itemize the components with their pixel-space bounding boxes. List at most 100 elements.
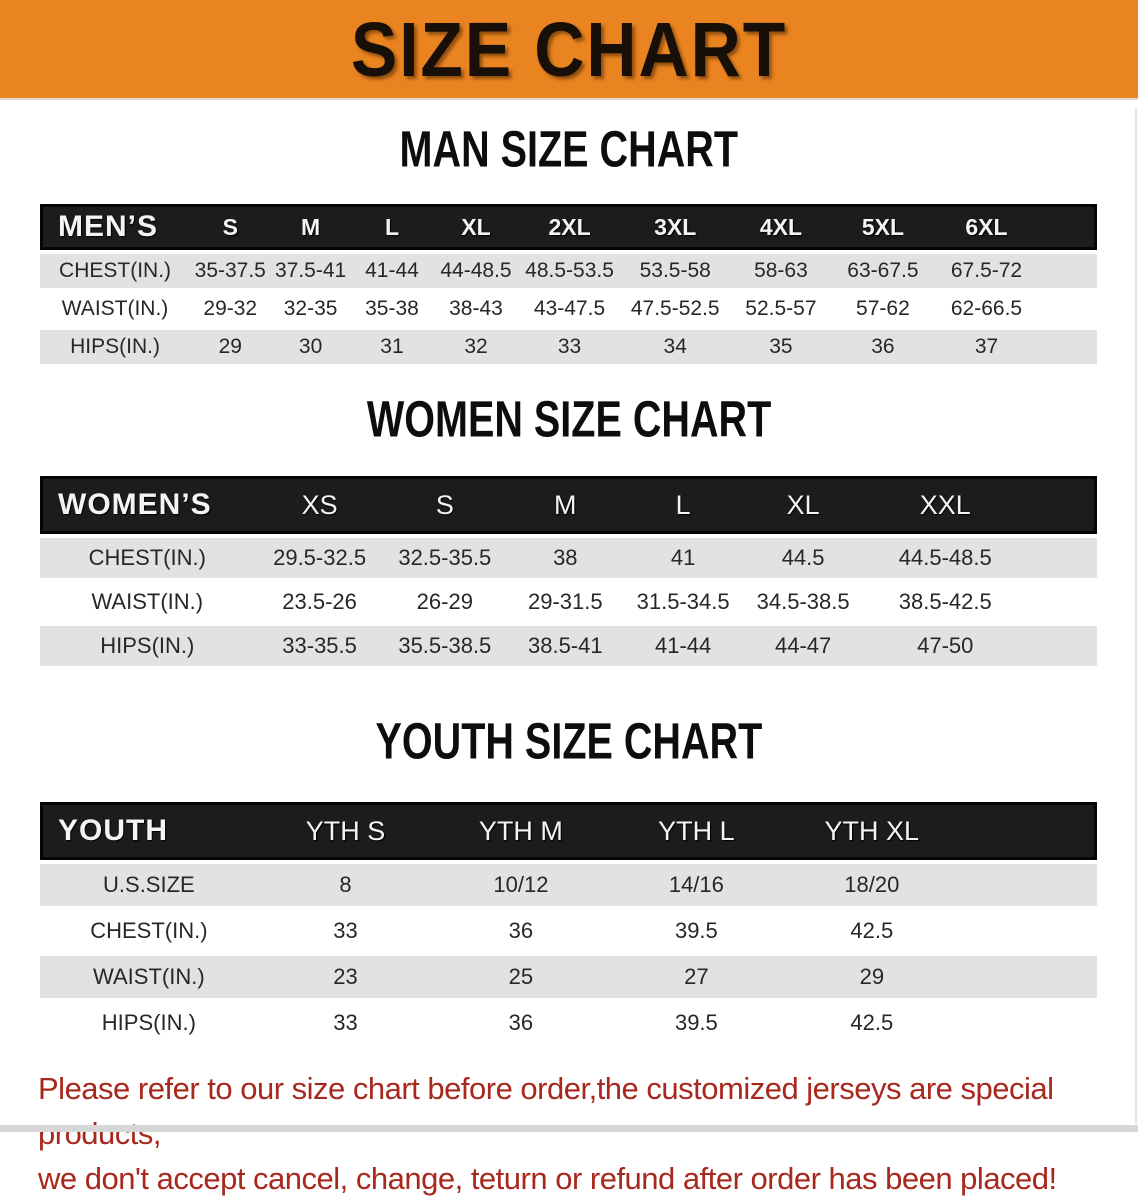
measurement-cell: 58-63	[730, 254, 832, 288]
measurement-cell: 14/16	[608, 864, 785, 906]
size-column-header: YTH S	[257, 802, 434, 860]
size-column-header: 4XL	[730, 204, 832, 250]
measurement-cell: 33	[257, 1002, 434, 1044]
measurement-cell: 37.5-41	[270, 254, 351, 288]
size-column-header: YTH L	[608, 802, 785, 860]
table-row: HIPS(IN.) 33-35.5 35.5-38.5 38.5-41 41-44 44-…	[40, 626, 1097, 666]
row-label-cell: HIPS(IN.)	[40, 1002, 258, 1044]
right-edge-line	[1135, 108, 1137, 1124]
measurement-cell: 36	[831, 330, 935, 364]
row-label-cell: CHEST(IN.)	[40, 538, 255, 578]
measurement-cell: 48.5-53.5	[518, 254, 621, 288]
women-section-heading-text: WOMEN SIZE CHART	[366, 390, 772, 448]
measurement-cell: 67.5-72	[934, 254, 1039, 288]
measurement-cell: 41	[625, 538, 741, 578]
table-title-cell: MEN’S	[40, 204, 191, 250]
measurement-cell: 35-37.5	[190, 254, 271, 288]
cell-filler	[959, 956, 1097, 998]
measurement-cell: 39.5	[608, 1002, 785, 1044]
youth-section-heading-text: YOUTH SIZE CHART	[375, 712, 763, 770]
measurement-cell: 33	[518, 330, 621, 364]
measurement-cell: 26-29	[384, 582, 506, 622]
measurement-cell: 23.5-26	[254, 582, 385, 622]
size-column-header: M	[270, 204, 351, 250]
measurement-cell: 34	[620, 330, 731, 364]
measurement-cell: 42.5	[784, 1002, 960, 1044]
measurement-cell: 31	[350, 330, 434, 364]
measurement-cell: 38	[505, 538, 626, 578]
table-row: HIPS(IN.) 33 36 39.5 42.5	[40, 1002, 1097, 1044]
size-chart-banner: SIZE CHART	[0, 0, 1138, 100]
measurement-cell: 35-38	[350, 292, 434, 326]
size-column-header: XXL	[865, 476, 1026, 534]
measurement-cell: 44-48.5	[433, 254, 519, 288]
measurement-cell: 52.5-57	[730, 292, 832, 326]
banner-title: SIZE CHART	[350, 5, 788, 93]
measurement-cell: 43-47.5	[518, 292, 621, 326]
size-column-header: YTH XL	[784, 802, 960, 860]
measurement-cell: 62-66.5	[934, 292, 1039, 326]
men-section-heading-text: MAN SIZE CHART	[399, 120, 739, 178]
row-label-cell: HIPS(IN.)	[40, 626, 255, 666]
disclaimer-line-1: Please refer to our size chart before or…	[38, 1071, 1054, 1151]
measurement-cell: 38.5-41	[505, 626, 626, 666]
disclaimer-line-2: we don't accept cancel, change, teturn o…	[38, 1161, 1057, 1196]
measurement-cell: 29-31.5	[505, 582, 626, 622]
measurement-cell: 35	[730, 330, 832, 364]
measurement-cell: 31.5-34.5	[625, 582, 741, 622]
table-row: WAIST(IN.) 23.5-26 26-29 29-31.5 31.5-34.5 34…	[40, 582, 1097, 622]
size-column-header: S	[384, 476, 506, 534]
measurement-cell: 53.5-58	[620, 254, 731, 288]
table-row: U.S.SIZE 8 10/12 14/16 18/20	[40, 864, 1097, 906]
cell-filler	[1038, 330, 1097, 364]
measurement-cell: 47-50	[865, 626, 1026, 666]
measurement-cell: 35.5-38.5	[384, 626, 506, 666]
cell-filler	[1038, 292, 1097, 326]
measurement-cell: 33-35.5	[254, 626, 385, 666]
table-header-row: YOUTH YTH S YTH M YTH L YTH XL	[40, 802, 1097, 860]
measurement-cell: 33	[257, 910, 434, 952]
youth-section-heading: YOUTH SIZE CHART	[0, 712, 1138, 778]
table-row: WAIST(IN.) 23 25 27 29	[40, 956, 1097, 998]
measurement-cell: 44.5	[740, 538, 866, 578]
measurement-cell: 44-47	[740, 626, 866, 666]
measurement-cell: 29-32	[190, 292, 271, 326]
measurement-cell: 37	[934, 330, 1039, 364]
row-label-cell: WAIST(IN.)	[40, 292, 191, 326]
men-section-heading: MAN SIZE CHART	[0, 120, 1138, 186]
measurement-cell: 63-67.5	[831, 254, 935, 288]
row-label-cell: WAIST(IN.)	[40, 582, 255, 622]
row-label-cell: CHEST(IN.)	[40, 910, 258, 952]
cell-filler	[1025, 582, 1097, 622]
measurement-cell: 38.5-42.5	[865, 582, 1026, 622]
women-section-heading: WOMEN SIZE CHART	[0, 390, 1138, 456]
measurement-cell: 27	[608, 956, 785, 998]
measurement-cell: 44.5-48.5	[865, 538, 1026, 578]
measurement-cell: 10/12	[433, 864, 609, 906]
cell-filler	[1038, 254, 1097, 288]
measurement-cell: 39.5	[608, 910, 785, 952]
size-column-header: 2XL	[518, 204, 621, 250]
cell-filler	[959, 910, 1097, 952]
measurement-cell: 36	[433, 910, 609, 952]
measurement-cell: 42.5	[784, 910, 960, 952]
size-column-header: M	[505, 476, 626, 534]
size-column-header: L	[350, 204, 434, 250]
size-column-header: L	[625, 476, 741, 534]
cell-filler	[959, 1002, 1097, 1044]
size-column-header: XL	[433, 204, 519, 250]
measurement-cell: 18/20	[784, 864, 960, 906]
measurement-cell: 41-44	[350, 254, 434, 288]
size-column-header: S	[190, 204, 271, 250]
row-label-cell: U.S.SIZE	[40, 864, 258, 906]
size-column-header: 5XL	[831, 204, 935, 250]
size-column-header: XS	[254, 476, 385, 534]
header-filler	[1038, 204, 1097, 250]
measurement-cell: 29	[190, 330, 271, 364]
mens-size-table: MEN’S S M L XL 2XL 3XL 4XL 5XL 6XL CHEST(IN.) 35-37…	[40, 200, 1097, 368]
cell-filler	[959, 864, 1097, 906]
table-title-cell: WOMEN’S	[40, 476, 255, 534]
measurement-cell: 25	[433, 956, 609, 998]
table-header-row: MEN’S S M L XL 2XL 3XL 4XL 5XL 6XL	[40, 204, 1097, 250]
measurement-cell: 57-62	[831, 292, 935, 326]
